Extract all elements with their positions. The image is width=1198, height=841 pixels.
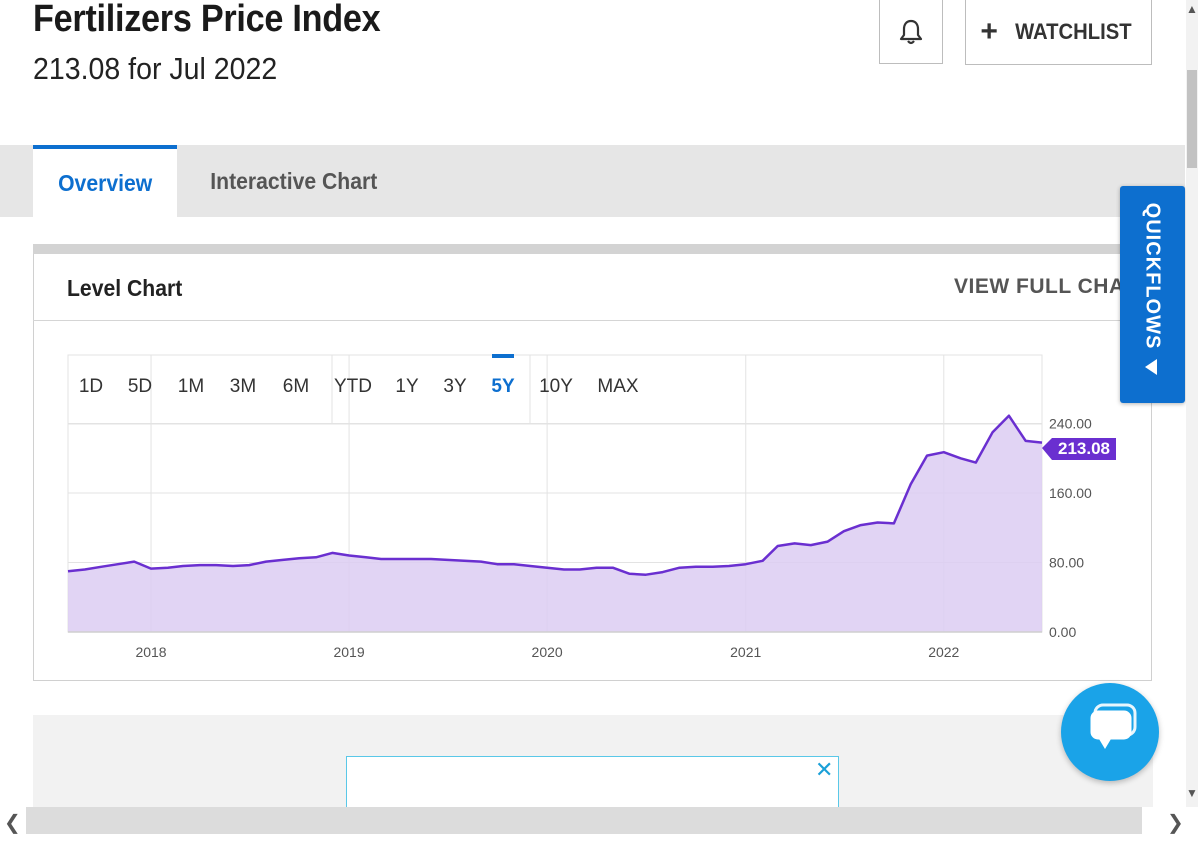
y-tick-label: 160.00 (1049, 485, 1092, 501)
scroll-down-icon[interactable]: ▼ (1186, 786, 1198, 800)
range-button-3y[interactable]: 3Y (443, 376, 467, 397)
tab-interactive-chart[interactable]: Interactive Chart (203, 145, 385, 217)
range-button-ytd[interactable]: YTD (334, 376, 372, 397)
range-button-1d[interactable]: 1D (79, 376, 103, 397)
alert-button[interactable] (879, 0, 943, 64)
horizontal-scrollbar-thumb[interactable] (26, 807, 1142, 834)
tab-overview-label: Overview (57, 169, 153, 196)
range-button-max[interactable]: MAX (597, 376, 639, 397)
vertical-scrollbar[interactable] (1186, 0, 1198, 807)
chat-icon (1087, 703, 1137, 749)
tab-overview[interactable]: Overview (33, 145, 177, 217)
range-button-1m[interactable]: 1M (178, 376, 204, 397)
range-button-6m[interactable]: 6M (283, 376, 309, 397)
tab-bar: Overview Interactive Chart (0, 145, 1185, 217)
x-tick-label: 2020 (532, 644, 563, 660)
card-top-bar (33, 244, 1153, 254)
range-button-10y[interactable]: 10Y (539, 376, 573, 397)
close-icon[interactable]: ✕ (815, 757, 834, 782)
bell-icon (899, 19, 923, 44)
watchlist-label: WATCHLIST (1014, 19, 1132, 44)
vertical-scrollbar-thumb[interactable] (1187, 70, 1197, 168)
quickflows-label: QUICKFLOWS (1141, 202, 1164, 350)
series-area (68, 415, 1042, 632)
scroll-left-icon[interactable]: ❮ (4, 812, 21, 834)
quickflows-panel-toggle[interactable]: QUICKFLOWS (1120, 186, 1185, 403)
range-active-indicator (492, 354, 514, 358)
scroll-up-icon[interactable]: ▲ (1186, 2, 1198, 16)
current-value-label: 213.08 (1058, 439, 1110, 458)
scroll-right-icon[interactable]: ❯ (1167, 812, 1184, 834)
ad-frame (346, 756, 839, 816)
caret-left-icon (1145, 359, 1157, 375)
x-tick-label: 2018 (135, 644, 166, 660)
y-tick-label: 0.00 (1049, 624, 1076, 640)
current-value-badge (1042, 438, 1116, 460)
x-tick-label: 2021 (730, 644, 761, 660)
range-button-3m[interactable]: 3M (230, 376, 256, 397)
page-title: Fertilizers Price Index (33, 0, 381, 40)
range-button-5y[interactable]: 5Y (491, 376, 515, 397)
range-button-5d[interactable]: 5D (128, 376, 152, 397)
series-line (67, 414, 1043, 576)
y-tick-label: 80.00 (1049, 555, 1084, 571)
add-to-watchlist-button[interactable]: + WATCHLIST (965, 0, 1152, 65)
x-tick-label: 2019 (333, 644, 364, 660)
card-title: Level Chart (67, 275, 183, 301)
y-tick-label: 240.00 (1049, 416, 1092, 432)
latest-value-subtitle: 213.08 for Jul 2022 (33, 51, 278, 86)
chat-button[interactable] (1061, 683, 1159, 781)
view-full-chart-link[interactable]: VIEW FULL CHART (954, 275, 1154, 298)
range-button-1y[interactable]: 1Y (395, 376, 419, 397)
plus-icon: + (980, 15, 998, 48)
card-divider (33, 320, 1153, 321)
x-tick-label: 2022 (928, 644, 959, 660)
tab-interactive-chart-label: Interactive Chart (210, 167, 378, 194)
